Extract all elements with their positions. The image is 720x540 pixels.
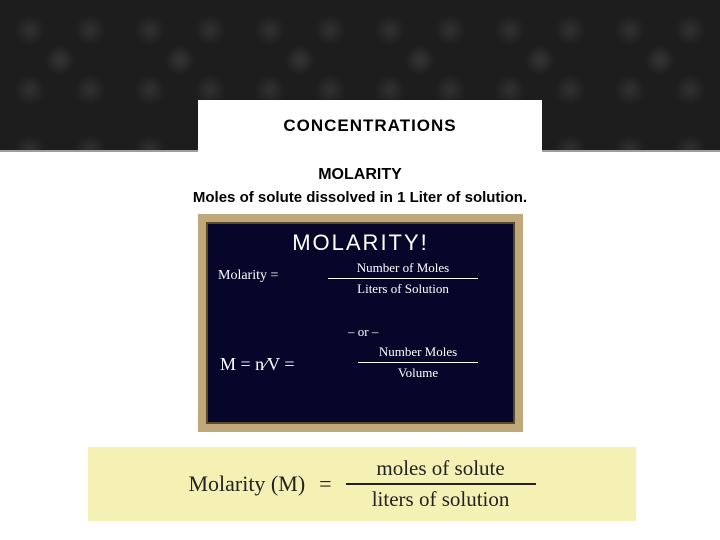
description: Moles of solute dissolved in 1 Liter of … <box>0 189 720 206</box>
fraction-line <box>328 278 478 279</box>
chalkboard-eq1-fraction: Number of Moles Liters of Solution <box>328 260 478 297</box>
chalkboard-eq1-denominator: Liters of Solution <box>328 281 478 297</box>
chalkboard-or: – or – <box>348 324 378 340</box>
chalkboard-eq2-fraction: Number Moles Volume <box>358 344 478 381</box>
chalkboard-eq2-numerator: Number Moles <box>358 344 478 360</box>
chalkboard-eq1-numerator: Number of Moles <box>328 260 478 276</box>
chalkboard-eq1-left: Molarity = <box>218 268 278 284</box>
formula-numerator: moles of solute <box>376 457 504 480</box>
slide-title: CONCENTRATIONS <box>283 116 456 136</box>
chalkboard-eq2-left: M = n⁄V = <box>220 354 295 375</box>
formula-equals: = <box>319 471 331 497</box>
fraction-line <box>358 362 478 363</box>
formula-fraction: moles of solute liters of solution <box>346 457 536 511</box>
formula-denominator: liters of solution <box>372 488 510 511</box>
chalkboard: MOLARITY! Molarity = Number of Moles Lit… <box>206 222 515 424</box>
formula-box: Molarity (M) = moles of solute liters of… <box>88 447 636 521</box>
chalkboard-frame: MOLARITY! Molarity = Number of Moles Lit… <box>198 214 523 432</box>
formula-left: Molarity (M) <box>188 471 305 497</box>
chalkboard-eq2-denominator: Volume <box>358 365 478 381</box>
fraction-line <box>346 483 536 485</box>
subtitle: MOLARITY <box>0 166 720 184</box>
slide-title-box: CONCENTRATIONS <box>198 100 542 152</box>
chalkboard-heading: MOLARITY! <box>208 230 513 256</box>
